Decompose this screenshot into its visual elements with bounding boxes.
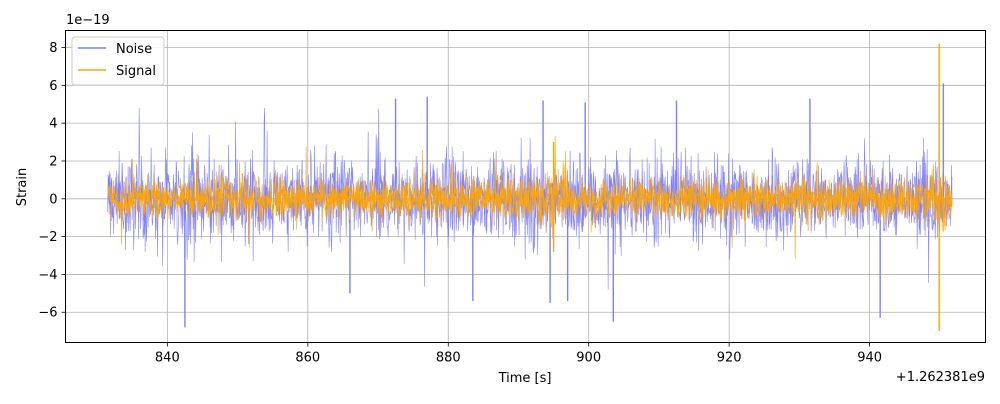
signal-series-line	[107, 158, 953, 249]
y-tick-label: −2	[38, 230, 57, 245]
y-tick-label: 8	[49, 41, 57, 56]
x-tick-label: 900	[576, 351, 601, 366]
x-tick-label: 940	[857, 351, 882, 366]
legend-signal-label: Signal	[116, 64, 156, 79]
y-tick-label: −4	[38, 268, 57, 283]
x-offset-label: +1.262381e9	[896, 370, 985, 385]
y-tick-label: −6	[38, 306, 57, 321]
y-tick-label: 2	[49, 154, 57, 169]
y-axis-label: Strain	[15, 168, 30, 207]
x-axis-label: Time [s]	[498, 371, 552, 386]
plot-frame	[65, 30, 986, 343]
legend: Noise Signal	[71, 36, 165, 86]
x-tick-label: 840	[155, 351, 180, 366]
legend-noise-label: Noise	[116, 42, 152, 57]
y-tick-label: 4	[49, 117, 57, 132]
y-scale-label: 1e−19	[66, 13, 110, 28]
series-layer	[107, 43, 953, 332]
x-tick-label: 920	[717, 351, 742, 366]
axis-ticks: 840 860 880 900 920 940 −6 −4 −2 0 2 4 6 8	[38, 41, 882, 365]
x-tick-label: 860	[295, 351, 320, 366]
legend-box	[71, 36, 165, 86]
x-tick-label: 880	[436, 351, 461, 366]
y-tick-label: 0	[49, 192, 57, 207]
y-tick-label: 6	[49, 79, 57, 94]
